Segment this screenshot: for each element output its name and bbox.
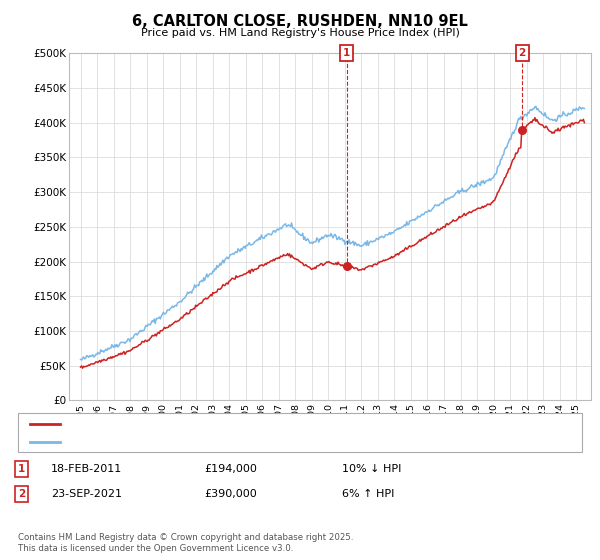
Text: £194,000: £194,000 <box>204 464 257 474</box>
Text: 10% ↓ HPI: 10% ↓ HPI <box>342 464 401 474</box>
Text: £390,000: £390,000 <box>204 489 257 499</box>
Text: 2: 2 <box>18 489 25 499</box>
Text: Contains HM Land Registry data © Crown copyright and database right 2025.
This d: Contains HM Land Registry data © Crown c… <box>18 533 353 553</box>
Text: 2: 2 <box>518 48 526 58</box>
Text: 1: 1 <box>18 464 25 474</box>
Text: 6% ↑ HPI: 6% ↑ HPI <box>342 489 394 499</box>
Text: Price paid vs. HM Land Registry's House Price Index (HPI): Price paid vs. HM Land Registry's House … <box>140 28 460 38</box>
Text: 18-FEB-2011: 18-FEB-2011 <box>51 464 122 474</box>
Text: 23-SEP-2021: 23-SEP-2021 <box>51 489 122 499</box>
Text: 6, CARLTON CLOSE, RUSHDEN, NN10 9EL (detached house): 6, CARLTON CLOSE, RUSHDEN, NN10 9EL (det… <box>66 419 375 430</box>
Text: 6, CARLTON CLOSE, RUSHDEN, NN10 9EL: 6, CARLTON CLOSE, RUSHDEN, NN10 9EL <box>132 14 468 29</box>
Text: 1: 1 <box>343 48 350 58</box>
Text: HPI: Average price, detached house, North Northamptonshire: HPI: Average price, detached house, Nort… <box>66 437 386 447</box>
